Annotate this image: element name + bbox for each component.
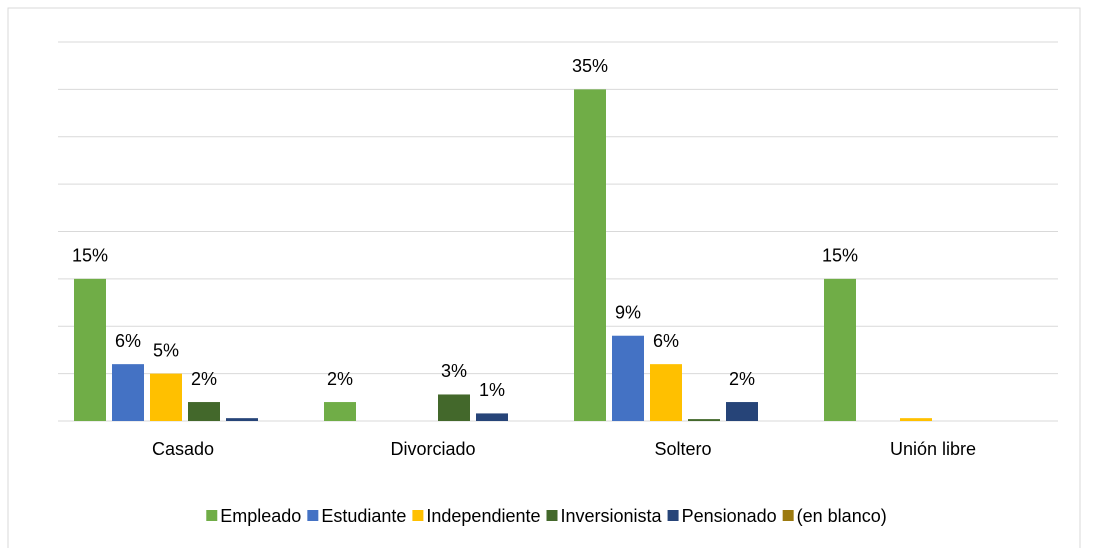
bar <box>74 278 106 421</box>
data-label: 15% <box>822 246 858 266</box>
bar <box>112 364 144 421</box>
data-label: 2% <box>191 369 217 389</box>
x-tick-label: Soltero <box>654 439 711 459</box>
x-tick-label: Unión libre <box>890 439 976 459</box>
bar <box>438 394 470 421</box>
bar <box>726 402 758 421</box>
bar <box>188 402 220 421</box>
bar <box>150 373 182 421</box>
data-label: 5% <box>153 340 179 360</box>
legend-swatch <box>782 510 794 521</box>
bar <box>476 413 508 421</box>
x-tick-label: Casado <box>152 439 214 459</box>
bar <box>226 418 258 421</box>
x-tick-label: Divorciado <box>390 439 475 459</box>
bar <box>324 402 356 421</box>
legend-label: Independiente <box>426 506 540 526</box>
data-label: 35% <box>572 56 608 76</box>
data-label: 1% <box>479 380 505 400</box>
legend-label: Pensionado <box>682 506 777 526</box>
bar <box>574 89 606 421</box>
bar <box>650 364 682 421</box>
legend-label: (en blanco) <box>797 506 887 526</box>
data-label: 6% <box>115 331 141 351</box>
legend-label: Inversionista <box>561 506 663 526</box>
bar <box>612 335 644 421</box>
legend-swatch <box>307 510 319 521</box>
legend-swatch <box>206 510 218 521</box>
data-label: 2% <box>729 369 755 389</box>
data-label: 6% <box>653 331 679 351</box>
bar <box>688 419 720 421</box>
chart-frame <box>7 7 1081 548</box>
data-label: 2% <box>327 369 353 389</box>
data-label: 15% <box>72 246 108 266</box>
legend-label: Empleado <box>220 506 301 526</box>
legend-swatch <box>667 510 679 521</box>
data-label: 3% <box>441 361 467 381</box>
bar <box>824 278 856 421</box>
legend-swatch <box>546 510 558 521</box>
legend-swatch <box>412 510 424 521</box>
legend-label: Estudiante <box>321 506 406 526</box>
data-label: 9% <box>615 302 641 322</box>
bar <box>900 418 932 421</box>
